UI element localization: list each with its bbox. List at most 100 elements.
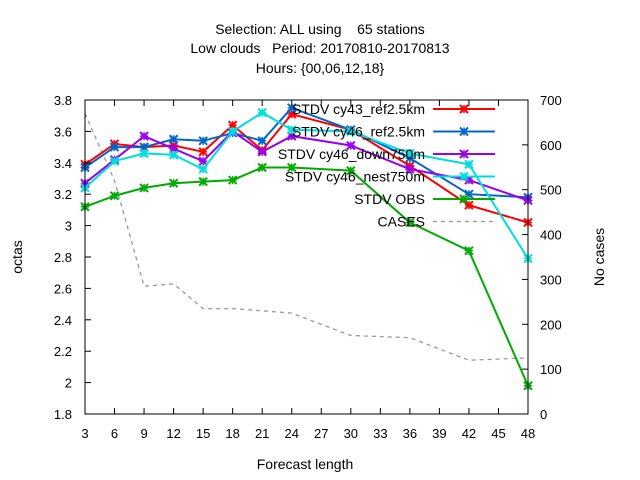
legend-marker [459,104,469,114]
data-point [405,164,415,174]
data-point [198,156,208,166]
y-tick-label: 3.2 [54,187,72,202]
legend-label: STDV cy46_ref2.5km [292,124,425,140]
x-tick-label: 33 [373,426,387,441]
x-tick-label: 21 [255,426,269,441]
data-point [346,140,356,151]
x-tick-label: 3 [81,426,88,441]
x-tick-label: 18 [225,426,239,441]
data-point [198,164,208,174]
legend-label: CASES [378,214,425,230]
legend-entry: STDV OBS [354,191,495,207]
y-tick-label: 3.6 [54,124,72,139]
data-point [109,191,120,201]
y-tick-label: 1.8 [54,407,72,422]
y-axis-label: octas [9,240,25,273]
data-point [257,107,267,118]
y2-tick-label: 300 [540,272,562,287]
legend-marker [459,126,469,137]
legend-marker [459,171,469,182]
data-point [168,150,179,160]
data-point [405,148,415,159]
chart-title-line-1: Selection: ALL using 65 stations [215,21,425,37]
x-tick-label: 45 [491,426,505,441]
data-point [464,189,474,199]
legend: STDV cy43_ref2.5km STDV cy46_ref2.5km STDV… [278,101,495,230]
y2-tick-label: 0 [540,407,547,422]
y2-tick-label: 500 [540,183,562,198]
y-tick-label: 3.4 [54,156,72,171]
y-tick-label: 2.2 [54,344,72,359]
data-point [227,126,238,137]
legend-entry: STDV cy46_nest750m [285,169,495,185]
x-tick-label: 30 [344,426,358,441]
y-tick-label: 2.4 [54,313,72,328]
legend-label: STDV cy43_ref2.5km [292,101,425,117]
x-tick-label: 6 [111,426,118,441]
data-point [198,176,208,187]
y-tick-label: 2.8 [54,250,72,265]
series-line [84,130,529,202]
series-cases [84,113,529,361]
x-tick-label: 24 [284,426,298,441]
y2-tick-label: 700 [540,93,562,108]
y2-axis-label: No cases [591,228,607,286]
data-point [287,125,297,135]
series-line [84,106,529,199]
data-point [139,183,149,193]
series-line [84,166,529,387]
y2-tick-label: 200 [540,317,562,332]
data-point [198,147,208,157]
y2-tick-label: 600 [540,138,562,153]
axes: 1.8 2 2.2 2.4 2.6 2.8 3 3.2 3.4 3.6 3.8 0 100 200 300 4… [54,93,562,441]
data-point [346,165,356,176]
data-point [109,142,120,152]
data-point [168,134,179,144]
data-point [168,178,179,188]
legend-entry: STDV cy43_ref2.5km [292,101,495,117]
data-point [109,156,120,166]
y-tick-label: 3.8 [54,93,72,108]
data-point [287,162,297,173]
data-point [346,126,356,137]
legend-entry: STDV cy46_down750m [278,146,495,162]
data-point [464,246,474,256]
x-tick-label: 9 [140,426,147,441]
data-point [257,162,267,173]
legend-label: STDV OBS [354,191,425,207]
x-tick-label: 12 [166,426,180,441]
data-point [139,148,149,159]
legend-marker [459,149,469,159]
series-line [84,111,529,260]
x-tick-label: 15 [196,426,210,441]
data-point [287,103,297,113]
data-point [405,217,415,228]
x-tick-label: 36 [403,426,417,441]
chart-title-line-2: Low clouds Period: 20170810-20170813 [190,40,450,56]
x-tick-label: 42 [462,426,476,441]
legend-label: STDV cy46_nest750m [285,169,425,185]
data-point [139,131,149,141]
series-line [84,113,529,361]
y-tick-label: 2 [65,376,72,391]
legend-marker [459,194,469,204]
data-point [464,159,474,170]
x-axis-label: Forecast length [257,456,354,472]
series-stdv-obs [80,162,533,391]
x-tick-label: 48 [521,426,535,441]
y2-tick-label: 400 [540,228,562,243]
data-point [227,175,238,185]
x-tick-label: 39 [432,426,446,441]
data-point [198,136,208,146]
x-tick-label: 27 [314,426,328,441]
y-tick-label: 2.6 [54,281,72,296]
legend-label: STDV cy46_down750m [278,146,425,162]
legend-entry: CASES [378,214,495,230]
data-point [257,136,267,146]
data-point [257,147,267,157]
series-stdv-cy46-nest750m [80,107,533,264]
chart-title-line-3: Hours: {00,06,12,18} [255,60,385,76]
y-tick-label: 3 [65,219,72,234]
